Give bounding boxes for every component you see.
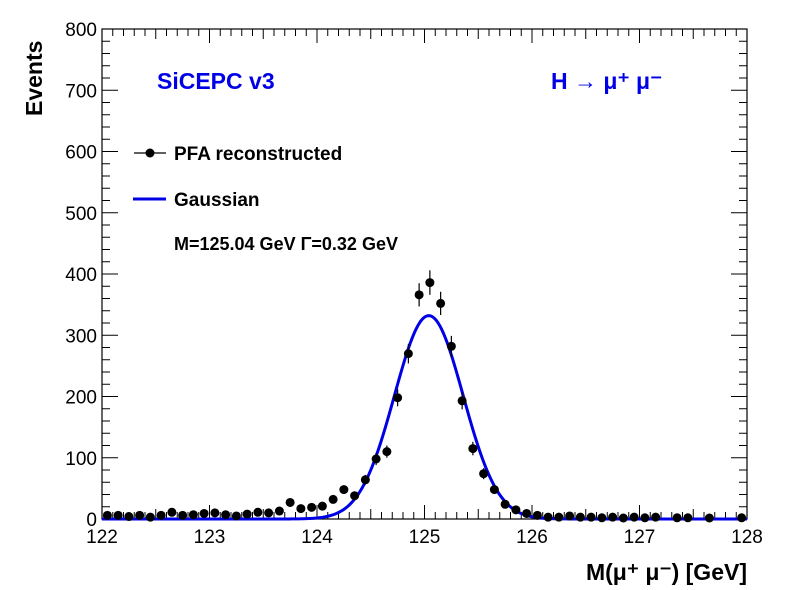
data-point — [500, 499, 510, 509]
data-point — [307, 502, 317, 512]
data-point — [446, 341, 456, 351]
data-point — [436, 298, 446, 308]
data-point — [328, 494, 338, 504]
data-point — [393, 393, 403, 403]
data-point — [532, 510, 542, 520]
data-point — [640, 513, 650, 523]
data-point — [382, 447, 392, 457]
data-point — [565, 511, 575, 521]
y-tick-label: 100 — [65, 449, 97, 470]
data-point — [296, 504, 306, 514]
x-axis-tick-labels: 122 123 124 125 126 127 128 — [86, 527, 763, 548]
data-point — [199, 508, 209, 518]
data-point — [124, 512, 134, 522]
data-point — [274, 506, 284, 516]
y-tick-label: 0 — [86, 510, 97, 531]
x-tick-label: 128 — [731, 527, 763, 548]
x-tick-label: 122 — [86, 527, 118, 548]
data-point — [102, 510, 112, 520]
data-point — [221, 510, 231, 520]
y-tick-label: 500 — [65, 204, 97, 225]
data-point — [425, 278, 435, 288]
legend-marker-dot — [145, 148, 155, 158]
data-point — [554, 512, 564, 522]
x-axis-ticks — [101, 29, 748, 519]
y-axis-tick-labels: 0 100 200 300 400 500 600 700 800 — [65, 20, 97, 531]
data-points — [102, 270, 747, 523]
data-point — [414, 290, 424, 300]
y-tick-label: 700 — [65, 81, 97, 102]
data-point — [704, 513, 714, 523]
data-point — [543, 512, 553, 522]
data-point — [597, 513, 607, 523]
plot-frame — [101, 28, 748, 520]
y-tick-label: 800 — [65, 20, 97, 41]
data-point — [285, 497, 295, 507]
data-point — [479, 469, 489, 479]
data-point — [145, 512, 155, 522]
data-point — [253, 507, 263, 517]
y-tick-label: 200 — [65, 388, 97, 409]
data-point — [210, 508, 220, 518]
x-axis-label: M(μ⁺ μ⁻) [GeV] — [586, 559, 747, 585]
data-point — [489, 485, 499, 495]
data-point — [178, 510, 188, 520]
data-point — [264, 508, 274, 518]
legend-label-pfa: PFA reconstructed — [174, 144, 342, 165]
data-point — [113, 510, 123, 520]
x-tick-label: 126 — [516, 527, 548, 548]
data-point — [188, 510, 198, 520]
data-point — [457, 396, 467, 406]
data-point — [135, 510, 145, 520]
data-point — [586, 512, 596, 522]
legend-label-gaussian: Gaussian — [174, 190, 260, 211]
y-tick-label: 300 — [65, 326, 97, 347]
chart-title: SiCEPC v3 — [157, 68, 275, 94]
data-point — [360, 475, 370, 485]
x-tick-label: 127 — [624, 527, 656, 548]
data-point — [242, 509, 252, 519]
data-point — [231, 511, 241, 521]
y-tick-label: 400 — [65, 265, 97, 286]
data-point — [511, 505, 521, 515]
data-point — [339, 485, 349, 495]
data-point — [167, 507, 177, 517]
data-point — [672, 513, 682, 523]
data-point — [371, 454, 381, 464]
data-point — [683, 513, 693, 523]
data-point — [317, 501, 327, 511]
data-point — [350, 491, 360, 501]
x-tick-label: 123 — [194, 527, 226, 548]
data-point — [608, 512, 618, 522]
y-tick-label: 600 — [65, 143, 97, 164]
data-point — [618, 513, 628, 523]
gaussian-fit-curve — [102, 314, 747, 521]
x-tick-label: 124 — [301, 527, 333, 548]
data-point — [522, 508, 532, 518]
legend: PFA reconstructed Gaussian — [133, 144, 342, 211]
process-annotation: H → μ⁺ μ⁻ — [551, 68, 662, 94]
data-point — [403, 349, 413, 359]
data-point — [156, 510, 166, 520]
y-axis-label: Events — [21, 41, 47, 116]
data-point — [629, 512, 639, 522]
data-point — [468, 444, 478, 454]
fit-result-text: M=125.04 GeV Γ=0.32 GeV — [174, 234, 398, 254]
x-tick-label: 125 — [409, 527, 441, 548]
data-point — [737, 513, 747, 523]
data-point — [651, 512, 661, 522]
y-axis-ticks — [102, 28, 747, 520]
data-point — [575, 512, 585, 522]
